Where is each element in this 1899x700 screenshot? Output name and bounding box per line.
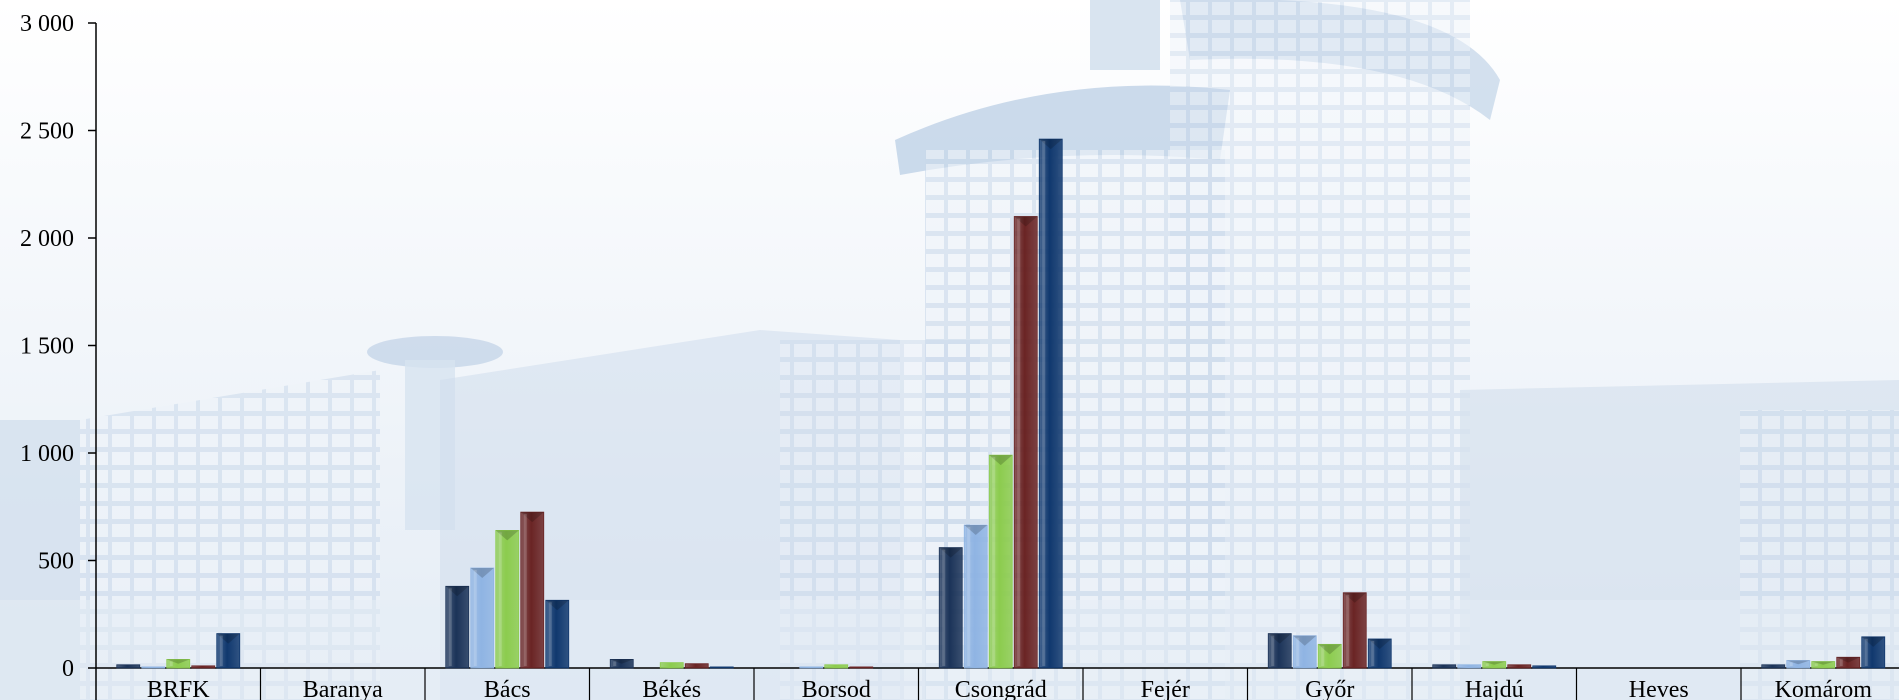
bar — [824, 664, 849, 669]
bar — [1482, 661, 1507, 669]
bar — [116, 664, 141, 669]
category-label: Hajdú — [1465, 677, 1524, 700]
bar — [659, 662, 684, 669]
bar — [1457, 664, 1482, 669]
y-tick-label: 0 — [62, 656, 74, 682]
y-tick-label: 1 000 — [20, 441, 74, 467]
y-tick-label: 2 000 — [20, 226, 74, 252]
category-label: Csongrád — [955, 677, 1047, 700]
category-label: Komárom — [1775, 677, 1873, 700]
bar — [520, 511, 545, 669]
bar — [1013, 216, 1038, 669]
bar — [963, 524, 988, 669]
category-label: BRFK — [147, 677, 210, 700]
bar — [470, 567, 495, 669]
bar — [1317, 643, 1342, 669]
category-label: Borsod — [802, 677, 871, 700]
bar — [799, 666, 824, 669]
y-tick-label: 2 500 — [20, 119, 74, 145]
category-label: Győr — [1305, 677, 1354, 700]
bar — [1836, 656, 1861, 669]
category-label: Fejér — [1141, 677, 1190, 700]
bar — [849, 666, 874, 669]
bar — [445, 585, 470, 669]
bar — [1367, 638, 1392, 669]
category-label: Baranya — [303, 677, 383, 700]
category-label: Békés — [642, 677, 701, 700]
category-label: Bács — [484, 677, 531, 700]
bar — [938, 547, 963, 669]
bar — [1342, 592, 1367, 669]
bar — [216, 633, 241, 669]
bar — [1432, 664, 1457, 669]
bar — [1861, 636, 1886, 669]
bar — [1292, 635, 1317, 669]
bar — [1811, 661, 1836, 669]
bar — [1267, 633, 1292, 669]
bar — [1786, 660, 1811, 669]
bar — [1507, 664, 1532, 669]
bar — [191, 665, 216, 669]
bar — [988, 454, 1013, 669]
bar — [1532, 665, 1557, 669]
y-tick-label: 500 — [38, 549, 74, 575]
bar — [1038, 138, 1063, 669]
bar — [166, 659, 191, 669]
category-label: Heves — [1629, 677, 1689, 700]
bar — [141, 666, 166, 669]
y-tick-label: 1 500 — [20, 334, 74, 360]
bar — [1761, 664, 1786, 669]
bar — [684, 663, 709, 669]
y-tick-label: 3 000 — [20, 11, 74, 37]
bar — [495, 530, 520, 669]
bar — [709, 666, 734, 669]
bar — [609, 659, 634, 669]
bar — [545, 599, 570, 669]
